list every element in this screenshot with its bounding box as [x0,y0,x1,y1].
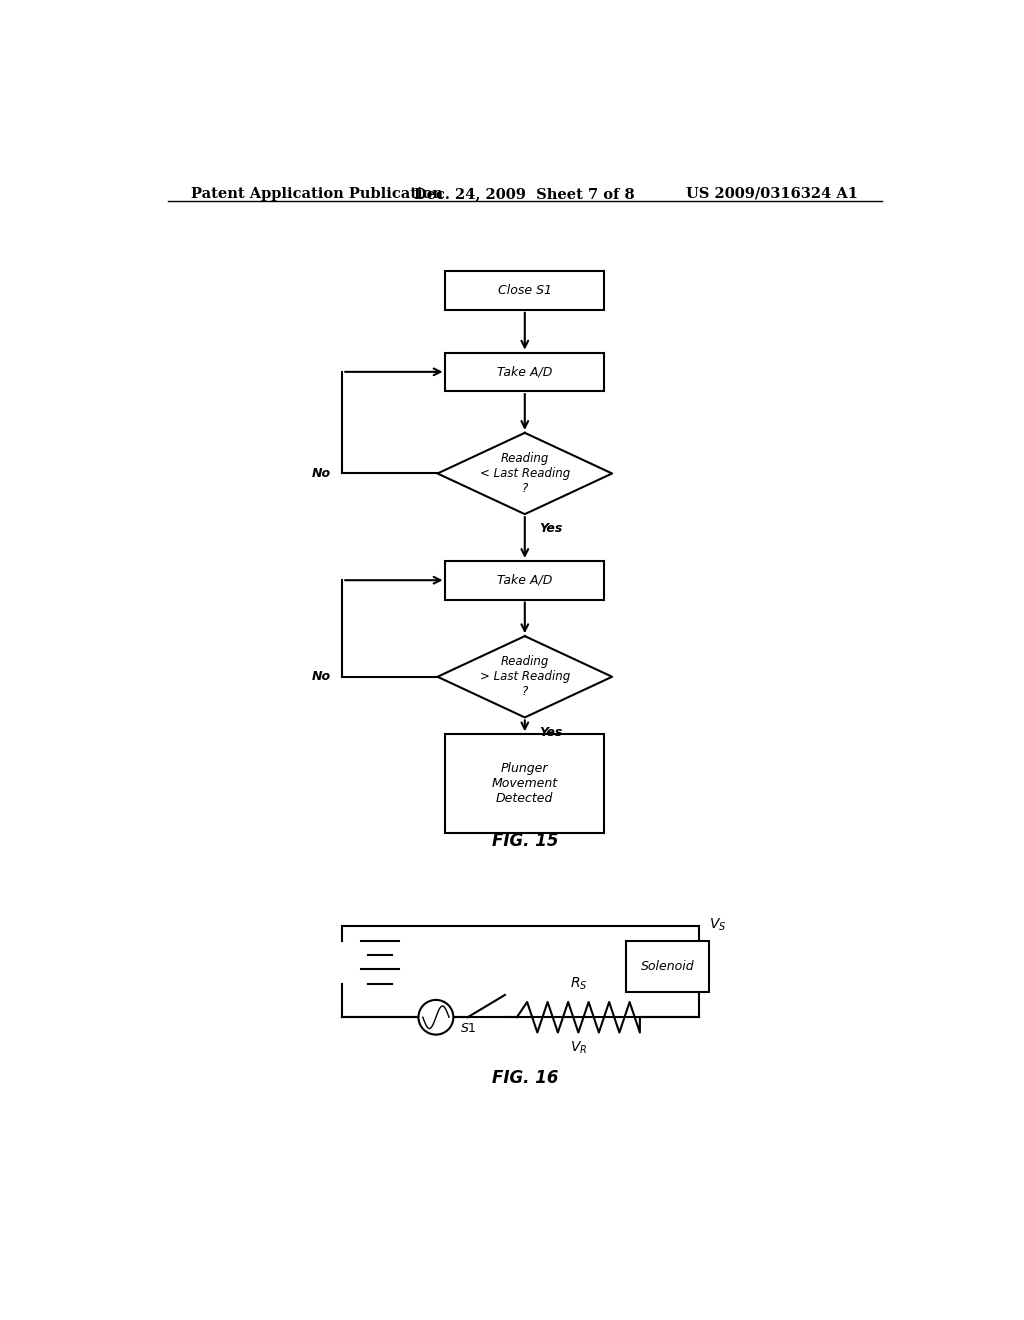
Ellipse shape [419,1001,454,1035]
Text: FIG. 16: FIG. 16 [492,1069,558,1088]
Text: Reading
< Last Reading
?: Reading < Last Reading ? [479,451,570,495]
FancyBboxPatch shape [445,734,604,833]
Text: FIG. 15: FIG. 15 [492,833,558,850]
Text: No: No [311,671,331,684]
FancyBboxPatch shape [626,941,710,991]
Text: Reading
> Last Reading
?: Reading > Last Reading ? [479,655,570,698]
Text: $S1$: $S1$ [460,1022,476,1035]
Text: $R_S$: $R_S$ [569,975,587,991]
FancyBboxPatch shape [445,271,604,310]
Text: Solenoid: Solenoid [641,960,694,973]
Text: Close S1: Close S1 [498,284,552,297]
Text: Patent Application Publication: Patent Application Publication [191,187,443,201]
FancyBboxPatch shape [445,561,604,599]
Text: Dec. 24, 2009  Sheet 7 of 8: Dec. 24, 2009 Sheet 7 of 8 [415,187,635,201]
Text: Plunger
Movement
Detected: Plunger Movement Detected [492,762,558,805]
Text: No: No [311,467,331,480]
Text: US 2009/0316324 A1: US 2009/0316324 A1 [686,187,858,201]
FancyBboxPatch shape [445,352,604,391]
Text: Take A/D: Take A/D [497,574,553,586]
Text: $V_S$: $V_S$ [709,916,726,933]
Text: Take A/D: Take A/D [497,366,553,379]
Text: Yes: Yes [539,523,562,536]
Text: $V_R$: $V_R$ [569,1040,587,1056]
Text: Yes: Yes [539,726,562,739]
